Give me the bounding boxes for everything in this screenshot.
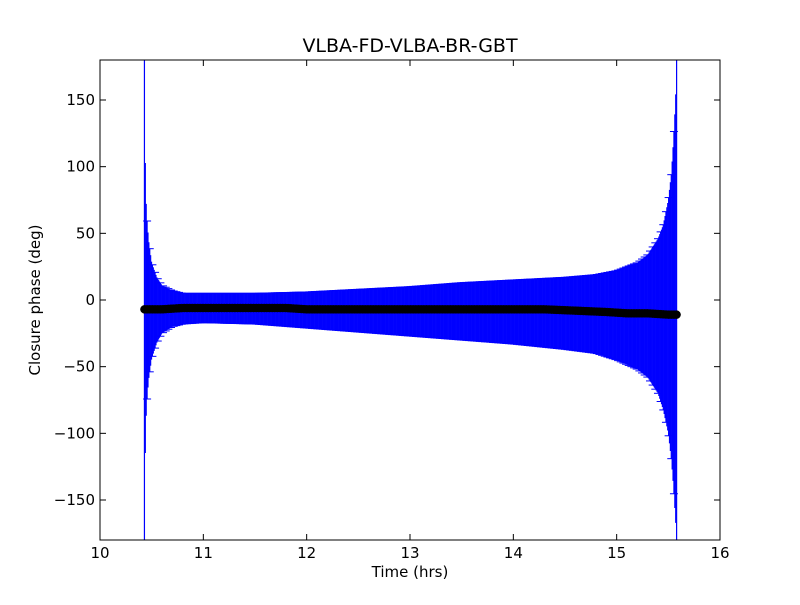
x-axis-ticks: 10 11 12 13 14 15 16 bbox=[90, 60, 730, 562]
chart-title: VLBA-FD-VLBA-BR-GBT bbox=[302, 35, 518, 57]
y-axis-label: Closure phase (deg) bbox=[26, 225, 44, 376]
x-tick-label: 13 bbox=[400, 544, 419, 562]
y-tick-label: 50 bbox=[76, 224, 95, 242]
x-tick-label: 15 bbox=[607, 544, 626, 562]
x-tick-label: 10 bbox=[90, 544, 109, 562]
y-tick-label: −150 bbox=[54, 491, 95, 509]
y-tick-label: 0 bbox=[85, 291, 95, 309]
y-tick-label: −50 bbox=[63, 358, 95, 376]
x-tick-label: 16 bbox=[710, 544, 729, 562]
x-tick-label: 14 bbox=[504, 544, 523, 562]
y-tick-label: −100 bbox=[54, 424, 95, 442]
marker-layer bbox=[140, 303, 681, 319]
x-tick-label: 11 bbox=[194, 544, 213, 562]
x-tick-label: 12 bbox=[297, 544, 316, 562]
y-tick-label: 100 bbox=[66, 158, 95, 176]
y-axis-ticks: −150 −100 −50 0 50 100 150 bbox=[54, 91, 720, 509]
errorbar-layer bbox=[143, 60, 678, 540]
x-axis-label: Time (hrs) bbox=[371, 563, 449, 581]
y-tick-label: 150 bbox=[66, 91, 95, 109]
data-point bbox=[672, 310, 681, 319]
